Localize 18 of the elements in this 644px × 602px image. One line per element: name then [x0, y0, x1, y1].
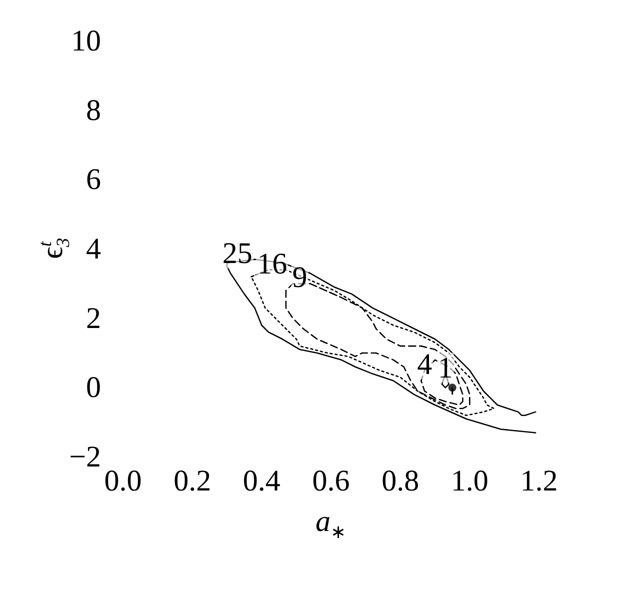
y-tick-label: 8: [86, 94, 101, 127]
x-tick-label: 0.2: [174, 464, 212, 498]
y-tick-label: 0: [86, 371, 101, 404]
y-tick-label: −2: [69, 440, 101, 474]
y-tick-label: 6: [86, 163, 101, 196]
annotation: 16: [257, 247, 288, 280]
annotation: 25: [222, 236, 252, 270]
x-axis-title: a$_{∗}$: [316, 505, 346, 543]
x-tick-label: 1.0: [450, 464, 488, 498]
x-tick-label: 0.6: [312, 464, 350, 498]
x-tick-label: 0.8: [382, 464, 420, 498]
y-tick-label: 10: [71, 24, 101, 58]
annotation: 4: [417, 348, 432, 381]
x-tick-label: 0.4: [242, 464, 280, 498]
x-tick-label: 0.0: [104, 464, 142, 498]
x-tick-label: 1.2: [520, 464, 558, 498]
y-tick-label: 2: [86, 302, 101, 335]
y-tick-label: 4: [86, 232, 101, 266]
